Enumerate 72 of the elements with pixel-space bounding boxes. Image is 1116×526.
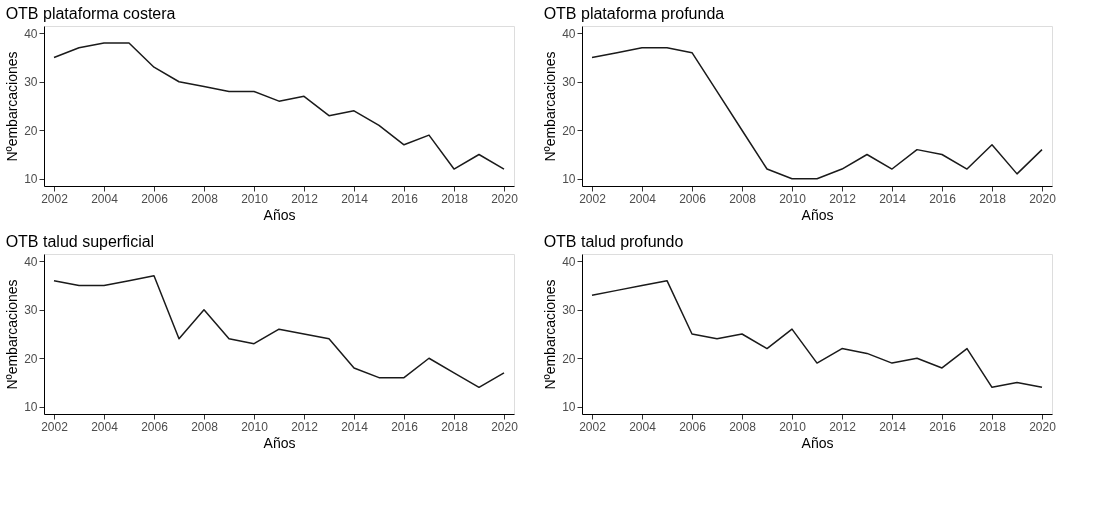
chart-title: OTB plataforma profunda: [543, 5, 725, 22]
x-tick-label: 2008: [191, 419, 219, 434]
x-tick-label: 2014: [341, 191, 369, 206]
x-tick-label: 2018: [441, 419, 469, 434]
chart-title: OTB plataforma costera: [5, 5, 176, 22]
x-axis-title: Años: [801, 434, 834, 451]
x-tick-label: 2002: [41, 191, 69, 206]
x-tick-label: 2014: [879, 419, 907, 434]
x-tick-label: 2018: [979, 419, 1007, 434]
x-tick-label: 2006: [679, 419, 707, 434]
x-tick-label: 2020: [1029, 419, 1057, 434]
x-tick-label: 2002: [41, 419, 69, 434]
x-tick-label: 2010: [241, 419, 269, 434]
x-tick-label: 2002: [579, 191, 607, 206]
x-tick-label: 2006: [141, 191, 169, 206]
x-tick-label: 2004: [91, 191, 119, 206]
x-tick-label: 2010: [241, 191, 269, 206]
line-series: [591, 47, 1043, 180]
line-series: [591, 279, 1043, 389]
y-tick-label: 20: [562, 351, 576, 366]
y-axis-title: Nºembarcaciones: [542, 279, 559, 390]
x-tick-label: 2004: [629, 419, 657, 434]
y-tick-label: 10: [562, 172, 576, 187]
line-series: [53, 42, 505, 170]
x-tick-label: 2016: [929, 419, 957, 434]
y-tick-label: 20: [24, 351, 38, 366]
x-tick-label: 2002: [579, 419, 607, 434]
y-tick-label: 30: [562, 303, 576, 318]
x-tick-label: 2012: [291, 191, 319, 206]
x-tick-label: 2008: [729, 419, 757, 434]
y-tick-label: 20: [24, 123, 38, 138]
x-tick-label: 2018: [441, 191, 469, 206]
y-tick-label: 40: [562, 26, 576, 41]
x-tick-label: 2016: [391, 419, 419, 434]
chart-title: OTB talud profundo: [543, 233, 684, 250]
y-axis-title: Nºembarcaciones: [542, 51, 559, 162]
y-tick-label: 10: [24, 400, 38, 415]
x-tick-label: 2014: [879, 191, 907, 206]
y-axis-title: Nºembarcaciones: [4, 51, 21, 162]
x-tick-label: 2010: [779, 419, 807, 434]
y-tick-label: 20: [562, 123, 576, 138]
x-tick-label: 2008: [191, 191, 219, 206]
x-axis-title: Años: [263, 206, 296, 223]
x-tick-label: 2008: [729, 191, 757, 206]
chart-title: OTB talud superficial: [5, 233, 155, 250]
y-axis-title: Nºembarcaciones: [4, 279, 21, 390]
x-axis-title: Años: [801, 206, 834, 223]
x-tick-label: 2016: [391, 191, 419, 206]
y-tick-label: 10: [562, 400, 576, 415]
x-tick-label: 2006: [679, 191, 707, 206]
x-tick-label: 2012: [829, 419, 857, 434]
x-tick-label: 2018: [979, 191, 1007, 206]
x-tick-label: 2016: [929, 191, 957, 206]
x-tick-label: 2012: [829, 191, 857, 206]
x-tick-label: 2006: [141, 419, 169, 434]
y-tick-label: 40: [562, 254, 576, 269]
x-tick-label: 2014: [341, 419, 369, 434]
y-tick-label: 10: [24, 172, 38, 187]
x-tick-label: 2020: [491, 419, 519, 434]
y-tick-label: 30: [24, 303, 38, 318]
y-tick-label: 40: [24, 254, 38, 269]
x-tick-label: 2010: [779, 191, 807, 206]
x-tick-label: 2004: [629, 191, 657, 206]
x-axis-title: Años: [263, 434, 296, 451]
y-tick-label: 30: [24, 75, 38, 90]
x-tick-label: 2012: [291, 419, 319, 434]
x-tick-label: 2004: [91, 419, 119, 434]
x-tick-label: 2020: [1029, 191, 1057, 206]
x-tick-label: 2020: [491, 191, 519, 206]
y-tick-label: 30: [562, 75, 576, 90]
y-tick-label: 40: [24, 26, 38, 41]
line-series: [53, 275, 505, 389]
